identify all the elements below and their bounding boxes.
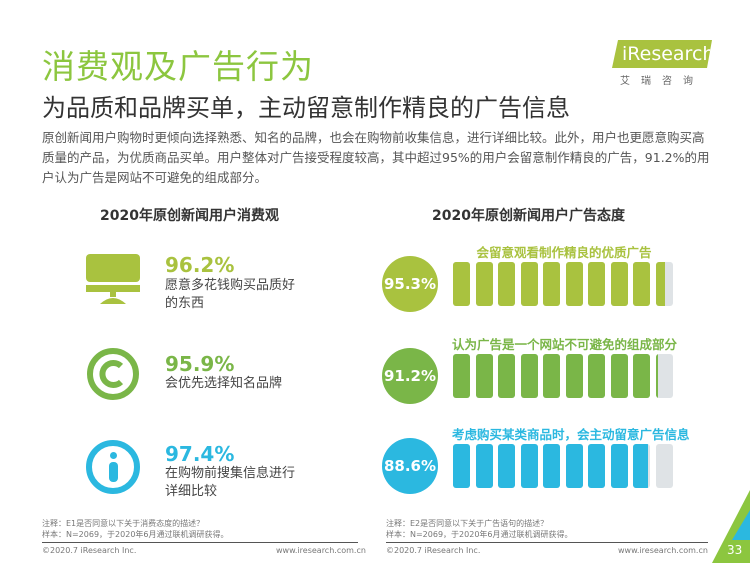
iresearch-logo: iResearch (612, 40, 712, 68)
monitor-icon (86, 254, 140, 304)
progress-fill (565, 444, 583, 488)
progress-fill (520, 262, 538, 306)
progress-fill (475, 354, 493, 398)
progress-segment (633, 262, 650, 306)
progress-segment (453, 444, 470, 488)
progress-segment (543, 262, 560, 306)
progress-segment (543, 354, 560, 398)
progress-fill (453, 444, 470, 488)
progress-segment (498, 262, 515, 306)
left-note: 注释：E1是否同意以下关于消费态度的描述？ 样本：N=2069，于2020年6月通… (42, 518, 229, 540)
progress-fill (498, 444, 515, 488)
stat-percent: 95.9% (165, 352, 235, 376)
copyright-text: ©2020.7 iResearch Inc. (42, 546, 137, 555)
progress-segment (588, 444, 605, 488)
summary-paragraph: 原创新闻用户购物时更倾向选择熟悉、知名的品牌，也会在购物前收集信息，进行详细比较… (42, 130, 710, 185)
progress-fill (588, 262, 605, 306)
copyright-text: ©2020.7 iResearch Inc. (386, 546, 481, 555)
progress-fill (610, 354, 628, 398)
progress-segment (475, 354, 493, 398)
progress-segment (520, 444, 538, 488)
bar-label: 考虑购买某类商品时，会主动留意广告信息 (452, 427, 690, 442)
progress-segment (453, 354, 470, 398)
progress-segment (655, 444, 673, 488)
info-icon (86, 440, 140, 494)
progress-segment (610, 444, 628, 488)
note-line: 注释：E2是否同意以下关于广告语句的描述？ (386, 519, 549, 528)
percent-circle: 95.3% (382, 256, 438, 312)
copyright-icon (87, 348, 139, 400)
progress-fill (565, 354, 583, 398)
progress-fill (498, 262, 515, 306)
bar-label: 认为广告是一个网站不可避免的组成部分 (452, 337, 678, 352)
logo-subtitle: 艾瑞咨询 (620, 76, 704, 87)
website-link[interactable]: www.iresearch.com.cn (618, 546, 708, 555)
stat-percent: 97.4% (165, 442, 235, 466)
divider (386, 542, 708, 543)
right-note: 注释：E2是否同意以下关于广告语句的描述？ 样本：N=2069，于2020年6月通… (386, 518, 573, 540)
progress-segment (610, 262, 628, 306)
progress-fill (520, 354, 538, 398)
progress-fill (610, 444, 628, 488)
progress-segment (655, 354, 673, 398)
note-line: 注释：E1是否同意以下关于消费态度的描述？ (42, 519, 205, 528)
website-link[interactable]: www.iresearch.com.cn (276, 546, 366, 555)
progress-segment (633, 444, 650, 488)
progress-fill (520, 444, 538, 488)
progress-segment (565, 354, 583, 398)
progress-segment (498, 444, 515, 488)
progress-fill (565, 262, 583, 306)
progress-segment (655, 262, 673, 306)
right-section-heading: 2020年原创新闻用户广告态度 (432, 208, 625, 224)
page-number: 33 (727, 543, 743, 557)
progress-fill (543, 262, 560, 306)
stat-description: 在购物前搜集信息进行详细比较 (165, 466, 296, 499)
progress-fill (633, 262, 650, 306)
progress-segment (475, 444, 493, 488)
progress-segment (565, 444, 583, 488)
progress-fill (543, 354, 560, 398)
progress-segment (520, 262, 538, 306)
progress-segment (588, 262, 605, 306)
progress-segment (520, 354, 538, 398)
progress-fill (655, 354, 658, 398)
stat-description: 会优先选择知名品牌 (165, 376, 283, 391)
progress-fill (498, 354, 515, 398)
progress-fill (543, 444, 560, 488)
progress-segment (565, 262, 583, 306)
page-subtitle: 为品质和品牌买单，主动留意制作精良的广告信息 (42, 94, 570, 122)
progress-fill (475, 262, 493, 306)
note-line: 样本：N=2069，于2020年6月通过联机调研获得。 (42, 530, 229, 539)
progress-segment (498, 354, 515, 398)
divider (42, 542, 358, 543)
note-line: 样本：N=2069，于2020年6月通过联机调研获得。 (386, 530, 573, 539)
progress-fill (610, 262, 628, 306)
progress-segment (610, 354, 628, 398)
progress-fill (588, 444, 605, 488)
progress-segment (453, 262, 470, 306)
progress-fill (475, 444, 493, 488)
corner-decoration (712, 490, 750, 563)
progress-fill (633, 444, 648, 488)
progress-fill (633, 354, 650, 398)
page-title: 消费观及广告行为 (42, 47, 314, 86)
stat-description: 愿意多花钱购买品质好的东西 (165, 278, 296, 311)
bar-label: 会留意观看制作精良的优质广告 (476, 245, 652, 260)
percent-circle: 91.2% (382, 348, 438, 404)
left-section-heading: 2020年原创新闻用户消费观 (100, 208, 279, 224)
progress-segment (475, 262, 493, 306)
progress-fill (655, 262, 665, 306)
stat-percent: 96.2% (165, 253, 235, 277)
progress-segment (588, 354, 605, 398)
progress-segment (633, 354, 650, 398)
progress-segment (543, 444, 560, 488)
progress-fill (453, 262, 470, 306)
progress-fill (588, 354, 605, 398)
percent-circle: 88.6% (382, 438, 438, 494)
progress-fill (453, 354, 470, 398)
